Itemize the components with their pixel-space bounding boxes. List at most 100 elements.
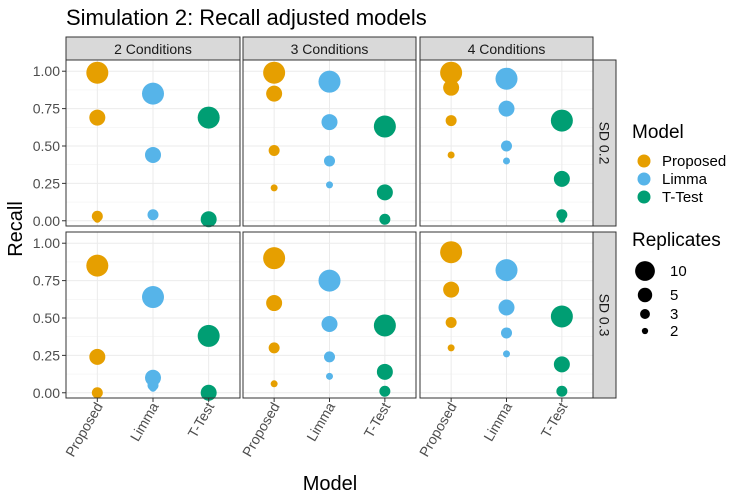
data-point: [266, 295, 283, 312]
data-point: [443, 281, 460, 298]
data-point: [326, 181, 333, 189]
data-point: [376, 363, 393, 380]
y-tick-label: 0.50: [33, 138, 60, 154]
data-point: [203, 387, 215, 399]
data-point: [376, 184, 393, 201]
data-point: [550, 109, 573, 132]
data-point: [89, 109, 106, 126]
facet-strip-label: SD 0.3: [597, 294, 613, 337]
data-point: [495, 259, 518, 282]
data-point: [266, 85, 283, 102]
y-axis-title: Recall: [5, 201, 27, 257]
data-point: [445, 316, 457, 328]
chart-title: Simulation 2: Recall adjusted models: [66, 5, 427, 30]
x-tick-label: T-Test: [538, 399, 571, 440]
y-tick-label: 0.25: [33, 175, 60, 191]
data-point: [447, 344, 455, 352]
y-tick-label: 1.00: [33, 63, 60, 79]
legend-label: 3: [670, 306, 678, 323]
data-point: [142, 82, 164, 105]
y-tick-label: 0.75: [33, 101, 60, 117]
facet-strip-label: 2 Conditions: [114, 41, 192, 57]
facet-strip-row: [592, 231, 617, 399]
legend-key-color: [637, 172, 651, 186]
x-tick-label: Limma: [480, 399, 515, 444]
x-tick-label: T-Test: [184, 399, 217, 440]
data-point: [498, 299, 515, 316]
legend-label: 10: [670, 263, 687, 280]
data-point: [556, 385, 568, 397]
data-point: [445, 115, 457, 127]
x-tick-label: Limma: [303, 399, 338, 444]
data-point: [373, 115, 396, 138]
y-tick-label: 0.00: [33, 385, 60, 401]
data-point: [495, 67, 518, 90]
legend-key-color: [637, 154, 651, 168]
data-point: [321, 114, 338, 131]
legend-key-size: [635, 261, 655, 281]
legend-title: Replicates: [632, 230, 721, 251]
legend-label: 2: [670, 323, 678, 340]
data-point: [270, 380, 278, 388]
y-tick-label: 0.00: [33, 213, 60, 229]
y-tick-label: 1.00: [33, 235, 60, 251]
data-point: [373, 314, 396, 337]
x-tick-label: Proposed: [239, 400, 283, 460]
data-point: [447, 151, 455, 159]
data-point: [86, 254, 109, 277]
data-point: [197, 324, 220, 347]
data-point: [503, 157, 510, 165]
data-point: [203, 215, 215, 227]
facet-strip-row: [592, 59, 617, 227]
x-axis-title: Model: [303, 473, 357, 495]
data-point: [501, 327, 512, 339]
data-point: [553, 170, 570, 187]
data-point: [89, 348, 106, 365]
data-point: [326, 372, 333, 380]
data-point: [324, 155, 335, 167]
data-point: [324, 351, 335, 363]
legend-key-size: [640, 309, 650, 319]
facet-strip-label: 4 Conditions: [468, 41, 546, 57]
data-point: [440, 241, 463, 264]
data-point: [268, 144, 280, 156]
legend-label: T-Test: [662, 189, 704, 206]
data-point: [149, 384, 157, 392]
data-point: [263, 247, 286, 270]
data-point: [318, 70, 341, 93]
y-tick-label: 0.75: [33, 273, 60, 289]
facet-strip-label: SD 0.2: [597, 122, 613, 165]
legend-key-size: [641, 327, 649, 335]
data-point: [558, 215, 566, 223]
data-point: [550, 305, 573, 328]
y-tick-label: 0.25: [33, 347, 60, 363]
data-point: [503, 350, 510, 358]
legend-key-size: [637, 287, 653, 303]
y-tick-label: 0.50: [33, 310, 60, 326]
data-point: [86, 61, 109, 84]
data-point: [379, 385, 391, 397]
data-point: [197, 106, 220, 129]
facet-strip-label: 3 Conditions: [291, 41, 369, 57]
legend-label: Limma: [662, 171, 708, 188]
facet-strip-column: [242, 36, 417, 61]
data-point: [321, 315, 338, 332]
facet-strip-column: [65, 36, 241, 61]
x-tick-label: Limma: [127, 399, 162, 444]
data-point: [498, 100, 515, 117]
data-point: [93, 215, 101, 223]
data-point: [145, 146, 161, 163]
x-tick-label: Proposed: [416, 400, 460, 460]
data-point: [142, 286, 164, 309]
data-point: [440, 61, 463, 84]
legend-key-color: [637, 190, 651, 204]
data-point: [501, 140, 512, 152]
data-point: [91, 387, 103, 399]
x-tick-label: T-Test: [361, 399, 394, 440]
facet-strip-column: [419, 36, 594, 61]
data-point: [379, 213, 391, 225]
legend-label: Proposed: [662, 153, 726, 170]
data-point: [318, 269, 341, 292]
x-tick-label: Proposed: [62, 400, 106, 460]
